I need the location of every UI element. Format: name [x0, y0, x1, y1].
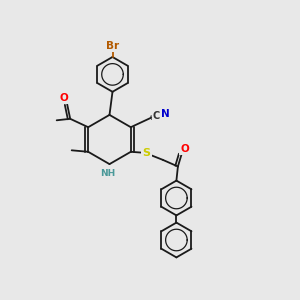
- Text: N: N: [161, 109, 170, 119]
- Text: O: O: [59, 93, 68, 103]
- Text: S: S: [142, 148, 150, 158]
- Text: O: O: [181, 143, 190, 154]
- Text: C: C: [153, 112, 160, 122]
- Text: NH: NH: [100, 169, 116, 178]
- Text: Br: Br: [106, 40, 119, 51]
